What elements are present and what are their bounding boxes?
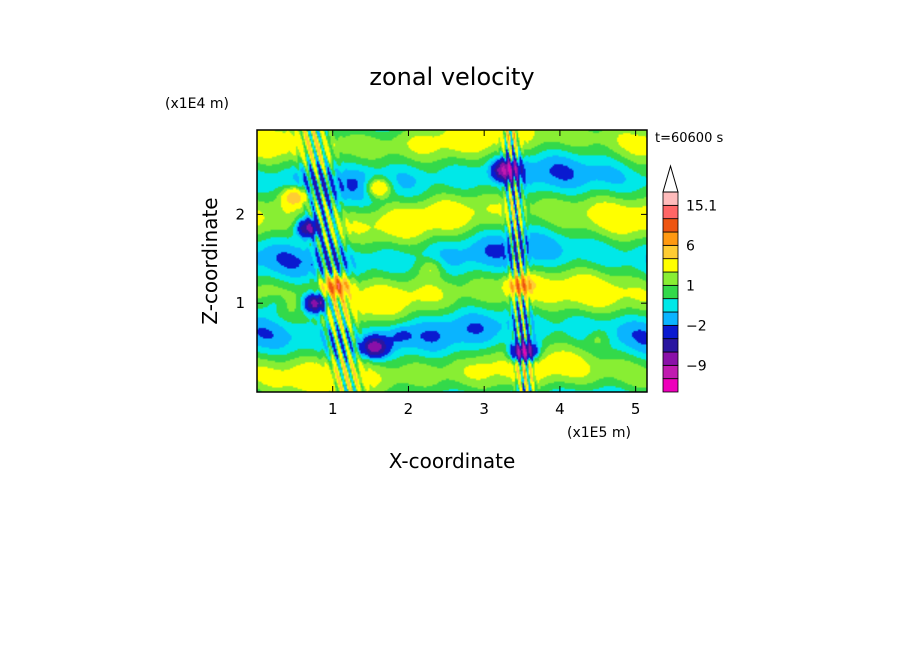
colorbar-segment — [662, 218, 679, 233]
colorbar-segment — [662, 191, 679, 206]
y-tick-label: 2 — [235, 205, 245, 223]
y-axis-label: Z-coordinate — [198, 197, 222, 324]
x-tick-label: 1 — [328, 400, 338, 418]
colorbar-tick-label: 6 — [686, 238, 695, 254]
colorbar-segment — [662, 338, 679, 353]
x-axis: 1 2 3 4 5 — [328, 130, 640, 418]
colorbar-segment — [662, 244, 679, 260]
x-unit-label: (x1E5 m) — [567, 425, 631, 441]
x-tick-label: 5 — [631, 400, 641, 418]
time-label: t=60600 s — [655, 131, 723, 146]
colorbar-segment — [662, 298, 679, 313]
plot-frame — [256, 129, 648, 393]
x-tick-label: 3 — [479, 400, 489, 418]
colorbar-segment — [662, 271, 679, 286]
colorbar-segment — [662, 378, 679, 393]
colorbar-segment — [662, 364, 679, 380]
colorbar: 15.1 6 1 −2 −9 — [662, 164, 717, 393]
x-tick-label: 2 — [404, 400, 414, 418]
colorbar-segment — [662, 311, 679, 326]
colorbar-segment — [662, 204, 679, 220]
x-tick-label: 4 — [555, 400, 565, 418]
colorbar-segment — [662, 231, 679, 246]
colorbar-segment — [662, 284, 679, 300]
y-axis: 12 — [235, 205, 647, 312]
heatmap-field — [257, 130, 647, 392]
y-unit-label: (x1E4 m) — [165, 96, 229, 112]
colorbar-tick-label: 15.1 — [686, 198, 717, 214]
colorbar-tick-label: 1 — [686, 278, 695, 294]
x-axis-label: X-coordinate — [389, 449, 516, 473]
colorbar-extend-arrow — [662, 164, 679, 193]
colorbar-tick-label: −2 — [686, 318, 707, 334]
colorbar-tick-label: −9 — [686, 358, 707, 374]
colorbar-segment — [662, 258, 679, 273]
colorbar-segment — [662, 324, 679, 340]
chart-title: zonal velocity — [369, 63, 534, 91]
y-tick-label: 1 — [235, 294, 245, 312]
colorbar-segment — [662, 351, 679, 366]
